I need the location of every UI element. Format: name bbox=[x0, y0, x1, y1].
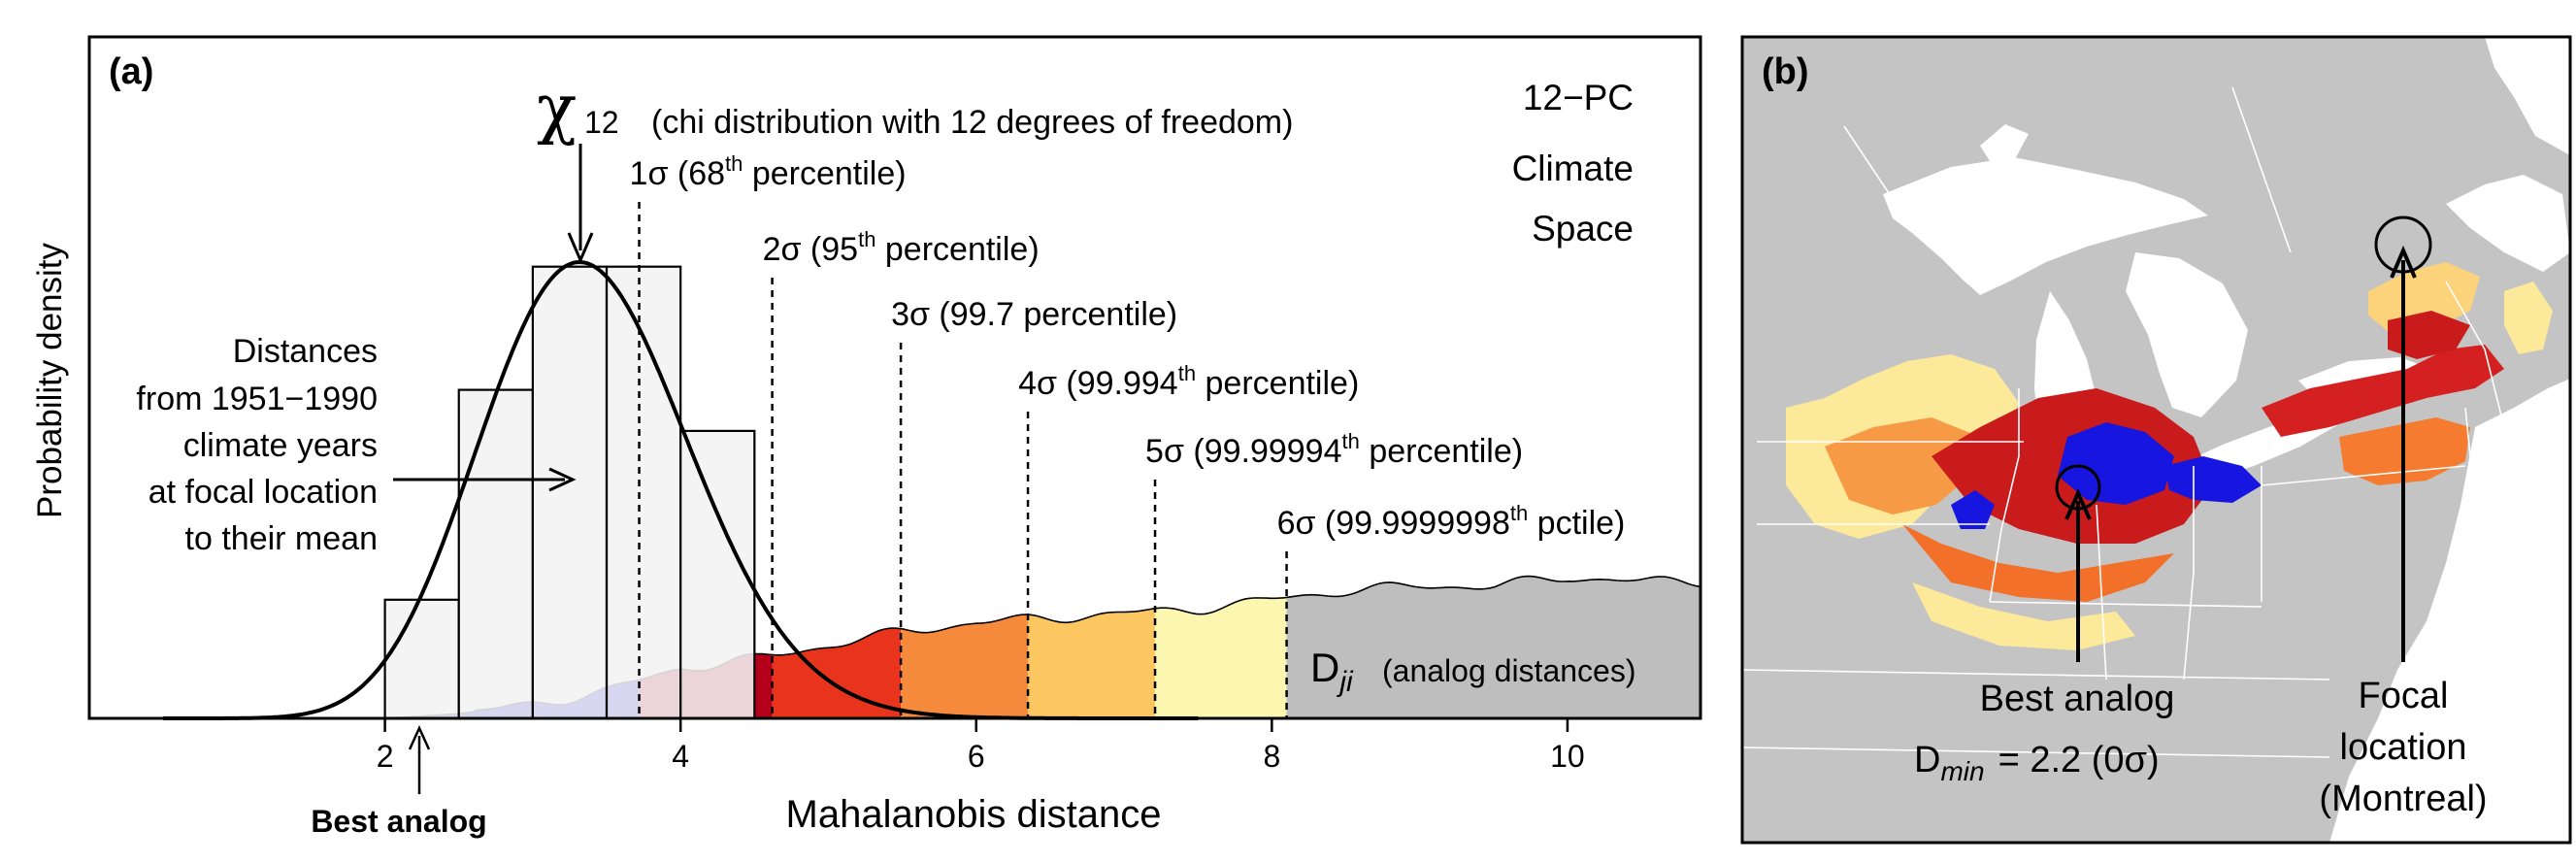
sigma-label-2: 2σ (95th percentile) bbox=[763, 227, 1040, 268]
lake-superior bbox=[1883, 157, 2208, 295]
heat-yellow-quebec bbox=[2368, 262, 2480, 335]
panel-a-label: (a) bbox=[109, 51, 153, 92]
plot-frame bbox=[87, 35, 1702, 720]
hist-label-line5: to their mean bbox=[185, 520, 378, 557]
heat-red-ontario bbox=[2262, 345, 2504, 437]
focal-label-line2: location bbox=[2340, 727, 2467, 768]
analog-distance-bands bbox=[384, 575, 1701, 718]
best-analog-label-b: Best analog bbox=[1980, 679, 2175, 719]
space-label-line2: Climate bbox=[1512, 149, 1634, 188]
chi-subscript: 12 bbox=[584, 105, 619, 140]
sigma-label-5: 5σ (99.99994th percentile) bbox=[1145, 429, 1523, 470]
x-tick-label: 6 bbox=[968, 739, 985, 774]
sigma-label-3: 3σ (99.7 percentile) bbox=[891, 296, 1177, 333]
state-borders bbox=[1742, 86, 2505, 758]
hudson-bay-area bbox=[2485, 37, 2570, 155]
space-label-line1: 12−PC bbox=[1523, 78, 1634, 117]
focal-label-line3: (Montreal) bbox=[2319, 779, 2487, 819]
x-tick-label: 8 bbox=[1263, 739, 1280, 774]
dmin-subscript: min bbox=[1940, 756, 1984, 786]
chi-description: (chi distribution with 12 degrees of fre… bbox=[651, 104, 1293, 141]
best-analog-label-a: Best analog bbox=[311, 804, 486, 839]
st-lawrence-gulf bbox=[2446, 175, 2570, 272]
sigma-label-1: 1σ (68th percentile) bbox=[630, 151, 907, 192]
chi-symbol: χ bbox=[537, 71, 577, 148]
space-label-line3: Space bbox=[1532, 209, 1634, 249]
heat-red-quebec bbox=[2388, 311, 2470, 359]
x-tick-label: 2 bbox=[377, 739, 394, 774]
best-analog-arrow-head bbox=[408, 724, 431, 750]
x-axis-label: Mahalanobis distance bbox=[786, 793, 1162, 836]
heat-blue-wisc bbox=[1951, 490, 1995, 529]
hist-arrow-head bbox=[548, 467, 577, 492]
histogram-bar bbox=[679, 429, 756, 720]
heat-orange-rim bbox=[1902, 524, 2174, 602]
dji-label: Dji bbox=[1310, 645, 1354, 698]
hist-label-line2: from 1951−1990 bbox=[136, 381, 378, 417]
lake-huron bbox=[2126, 252, 2248, 417]
chi-arrow-head bbox=[567, 232, 594, 264]
analog-band-7 bbox=[1286, 576, 1701, 718]
sigma-label-6: 6σ (99.9999998th pctile) bbox=[1277, 501, 1626, 542]
x-axis-ticks: 2 4 6 8 10 bbox=[377, 718, 1585, 774]
lake-nipigon bbox=[1980, 124, 2029, 161]
focal-arrow-head bbox=[2390, 245, 2417, 279]
panel-b-label: (b) bbox=[1762, 51, 1809, 92]
heat-blue-michigan bbox=[2058, 422, 2174, 505]
map-frame bbox=[1740, 35, 2572, 845]
dmin-value: = 2.2 (0σ) bbox=[1998, 740, 2160, 780]
hist-label-line1: Distances bbox=[233, 333, 378, 370]
sigma-lines: 1σ (68th percentile) 2σ (95th percentile)… bbox=[630, 151, 1626, 718]
analog-band-6 bbox=[1155, 597, 1287, 718]
analog-band-3 bbox=[772, 628, 902, 718]
hist-label-line4: at focal location bbox=[149, 474, 378, 511]
dmin-label: Dmin = 2.2 (0σ) bbox=[1914, 740, 2160, 786]
dji-description: (analog distances) bbox=[1382, 653, 1635, 688]
atlantic-ocean bbox=[2329, 379, 2570, 843]
histogram-bar bbox=[383, 598, 460, 720]
x-tick-label: 4 bbox=[672, 739, 689, 774]
dji-subscript: ji bbox=[1336, 666, 1354, 698]
histogram-bar bbox=[457, 388, 534, 720]
analog-band-5 bbox=[1028, 608, 1156, 718]
panel-a: 1σ (68th percentile) 2σ (95th percentile)… bbox=[31, 35, 1702, 839]
panel-b-map bbox=[1742, 37, 2570, 843]
y-axis-label: Probability density bbox=[31, 242, 69, 518]
sigma-label-4: 4σ (99.994th percentile) bbox=[1018, 361, 1359, 402]
analog-band-4 bbox=[901, 614, 1029, 718]
histogram-bars bbox=[383, 265, 756, 720]
best-analog-map-arrow-head bbox=[2064, 488, 2092, 520]
focal-label-line1: Focal bbox=[2359, 676, 2449, 716]
histogram-bar bbox=[531, 265, 609, 720]
heat-yellow-maine bbox=[2504, 282, 2553, 354]
heat-blue-ohio bbox=[2164, 456, 2262, 503]
x-tick-label: 10 bbox=[1550, 739, 1585, 774]
hist-label-line3: climate years bbox=[183, 427, 378, 464]
